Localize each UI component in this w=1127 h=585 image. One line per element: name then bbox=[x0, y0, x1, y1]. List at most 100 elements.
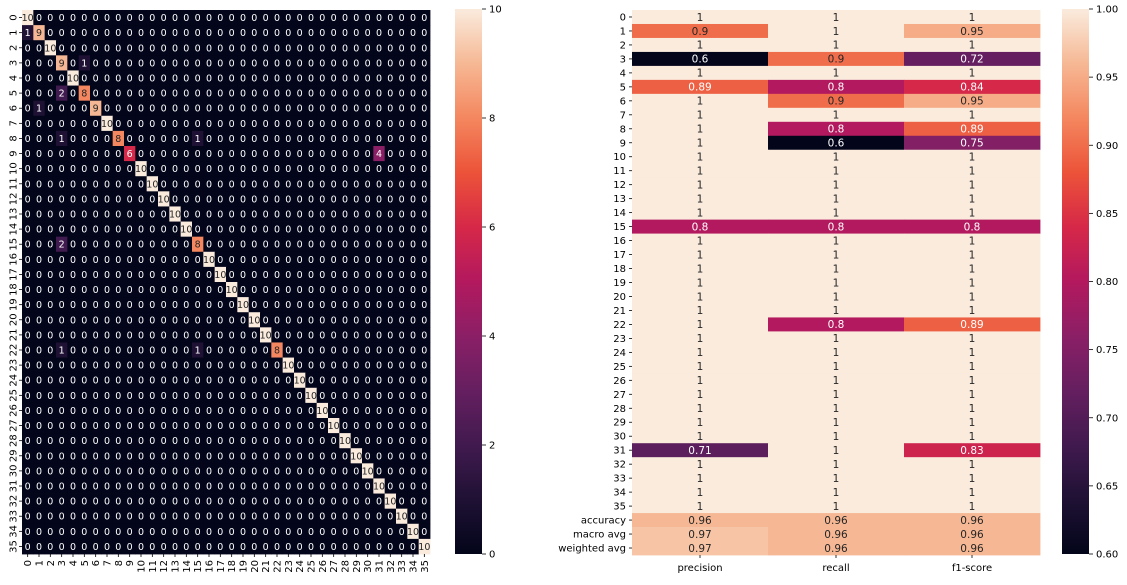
cell-value-label: 0 bbox=[331, 330, 337, 341]
heatmap-cell bbox=[237, 538, 250, 555]
cell-value-label: 0 bbox=[285, 240, 291, 251]
heatmap-cell bbox=[237, 372, 250, 389]
cell-value-label: 0 bbox=[172, 104, 178, 115]
heatmap-cell bbox=[316, 251, 329, 268]
heatmap-cell bbox=[396, 130, 408, 147]
colorbar-tick-label: 0.95 bbox=[1096, 73, 1118, 84]
cell-value-label: 0 bbox=[285, 451, 291, 462]
cell-value-label: 0 bbox=[342, 104, 348, 115]
cell-value-label: 0 bbox=[331, 497, 337, 508]
cell-value-label: 0 bbox=[127, 164, 133, 175]
cell-value-label: 10 bbox=[180, 225, 192, 236]
heatmap-cell bbox=[316, 493, 329, 510]
cell-value-label: 0 bbox=[251, 466, 257, 477]
heatmap-cell bbox=[146, 448, 159, 464]
cell-value-label: 0 bbox=[331, 376, 337, 387]
cell-value-label: 0 bbox=[285, 376, 291, 387]
cell-value-label: 0 bbox=[161, 164, 167, 175]
cell-value-label: 0 bbox=[36, 300, 42, 311]
cell-value-label: 0 bbox=[149, 451, 155, 462]
heatmap-cell bbox=[78, 327, 91, 343]
heatmap-cell bbox=[101, 372, 114, 389]
cell-value-label: 0 bbox=[285, 542, 291, 553]
heatmap-cell bbox=[226, 327, 238, 343]
heatmap-cell bbox=[632, 10, 769, 25]
y-tick-label: 29 bbox=[9, 449, 20, 462]
cell-value-label: 0 bbox=[410, 346, 416, 357]
cell-value-label: 0 bbox=[59, 497, 65, 508]
cell-value-label: 1 bbox=[833, 291, 840, 303]
cell-value-label: 1 bbox=[697, 249, 704, 261]
heatmap-cell bbox=[373, 538, 386, 555]
heatmap-cell bbox=[768, 51, 905, 67]
cell-value-label: 0 bbox=[297, 436, 303, 447]
heatmap-cell bbox=[237, 100, 250, 117]
heatmap-cell bbox=[904, 37, 1041, 53]
cell-value-label: 0 bbox=[229, 164, 235, 175]
cell-value-label: 0 bbox=[104, 89, 110, 100]
heatmap-cell bbox=[294, 100, 306, 117]
heatmap-cell bbox=[33, 221, 46, 238]
cell-value-label: 0 bbox=[285, 225, 291, 236]
heatmap-cell bbox=[632, 359, 769, 374]
cell-value-label: 0 bbox=[217, 89, 223, 100]
cell-value-label: 0 bbox=[104, 134, 110, 145]
cell-value-label: 0 bbox=[206, 512, 212, 523]
cell-value-label: 0 bbox=[376, 43, 382, 54]
heatmap-cell bbox=[418, 100, 431, 117]
heatmap-cell bbox=[180, 221, 193, 238]
cell-value-label: 0 bbox=[104, 497, 110, 508]
cell-value-label: 0 bbox=[149, 421, 155, 432]
heatmap-cell bbox=[384, 342, 397, 358]
heatmap-cell bbox=[305, 221, 318, 238]
cell-value-label: 0 bbox=[274, 255, 280, 266]
heatmap-cell bbox=[407, 433, 420, 449]
cell-value-label: 0 bbox=[308, 346, 314, 357]
heatmap-cell bbox=[632, 527, 769, 542]
cell-value-label: 0 bbox=[36, 376, 42, 387]
cell-value-label: 0 bbox=[353, 210, 359, 221]
heatmap-cell bbox=[316, 372, 329, 389]
cell-value-label: 0 bbox=[161, 13, 167, 24]
cell-value-label: 1 bbox=[697, 389, 704, 401]
heatmap-cell bbox=[169, 493, 182, 510]
heatmap-cell bbox=[384, 433, 397, 449]
heatmap-cell bbox=[214, 115, 227, 132]
heatmap-cell bbox=[22, 538, 34, 555]
y-tick-label: 3 bbox=[8, 60, 19, 66]
cell-value-label: 0 bbox=[387, 391, 393, 402]
cell-value-label: 0 bbox=[274, 330, 280, 341]
cell-value-label: 0 bbox=[331, 149, 337, 160]
cell-value-label: 0 bbox=[93, 361, 99, 372]
heatmap-cell bbox=[305, 236, 318, 253]
heatmap-cell bbox=[203, 342, 216, 358]
cell-value-label: 0 bbox=[138, 482, 144, 493]
cell-value-label: 0 bbox=[36, 436, 42, 447]
cell-value-label: 0 bbox=[149, 346, 155, 357]
heatmap-cell bbox=[203, 85, 216, 102]
cell-value-label: 0 bbox=[115, 58, 121, 69]
heatmap-cell bbox=[203, 266, 216, 283]
y-tick-label: 22 bbox=[613, 320, 626, 331]
heatmap-cell bbox=[192, 538, 204, 555]
cell-value-label: 0 bbox=[410, 240, 416, 251]
cell-value-label: 1 bbox=[833, 487, 840, 499]
cell-value-label: 0 bbox=[319, 13, 325, 24]
cell-value-label: 0 bbox=[410, 497, 416, 508]
cell-value-label: 1 bbox=[697, 431, 704, 443]
heatmap-cell bbox=[248, 312, 261, 328]
cell-value-label: 0 bbox=[263, 210, 269, 221]
cell-value-label: 0 bbox=[365, 119, 371, 130]
cell-value-label: 0 bbox=[138, 149, 144, 160]
heatmap-cell bbox=[214, 538, 227, 555]
cell-value-label: 0 bbox=[376, 28, 382, 39]
heatmap-cell bbox=[260, 236, 272, 253]
heatmap-cell bbox=[90, 297, 102, 313]
heatmap-cell bbox=[78, 70, 91, 86]
heatmap-cell bbox=[169, 10, 182, 26]
heatmap-cell bbox=[384, 191, 397, 207]
heatmap-cell bbox=[282, 100, 295, 117]
heatmap-cell bbox=[90, 191, 102, 207]
heatmap-cell bbox=[362, 266, 374, 283]
cell-value-label: 0 bbox=[195, 210, 201, 221]
